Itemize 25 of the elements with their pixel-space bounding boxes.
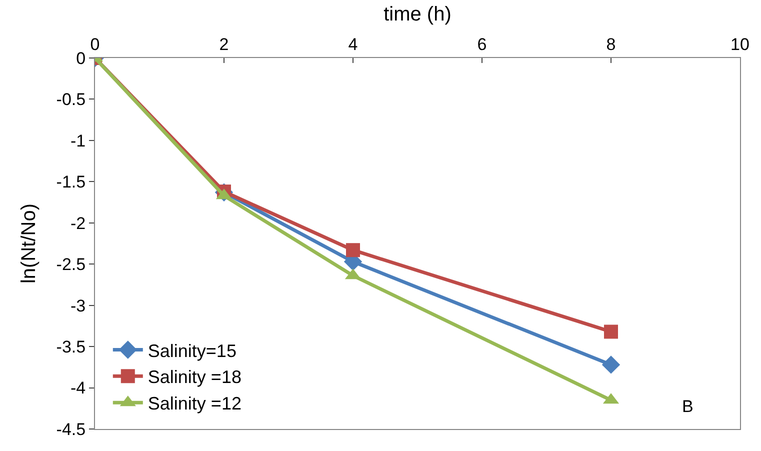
x-tick-label: 0 <box>90 35 100 54</box>
point <box>346 243 360 258</box>
y-tick-label: -1 <box>70 131 86 150</box>
x-axis-title: time (h) <box>384 4 452 26</box>
y-tick-label: -2 <box>70 214 86 233</box>
y-tick-label: -0.5 <box>56 90 86 110</box>
y-tick-label: -2.5 <box>56 255 86 274</box>
y-tick-label: -3 <box>70 296 86 316</box>
point <box>604 324 618 339</box>
y-tick-label: -1.5 <box>56 172 86 192</box>
y-tick-label: -4 <box>70 378 86 398</box>
legend-label: Salinity=15 <box>148 340 236 361</box>
x-tick-label: 10 <box>730 35 750 54</box>
legend-label: Salinity =12 <box>148 394 242 414</box>
legend-label: Salinity =18 <box>148 367 242 388</box>
y-tick-label: -3.5 <box>56 338 86 357</box>
x-tick-label: 6 <box>477 35 487 54</box>
y-tick-label: 0 <box>76 48 86 68</box>
annotation: B <box>682 397 694 416</box>
x-tick-label: 4 <box>348 35 358 54</box>
x-tick-label: 2 <box>219 35 229 54</box>
point <box>602 356 620 374</box>
y-tick-label: -4.5 <box>56 420 86 439</box>
y-axis-title: ln(Nt/No) <box>18 203 40 284</box>
x-tick-label: 8 <box>606 35 616 54</box>
